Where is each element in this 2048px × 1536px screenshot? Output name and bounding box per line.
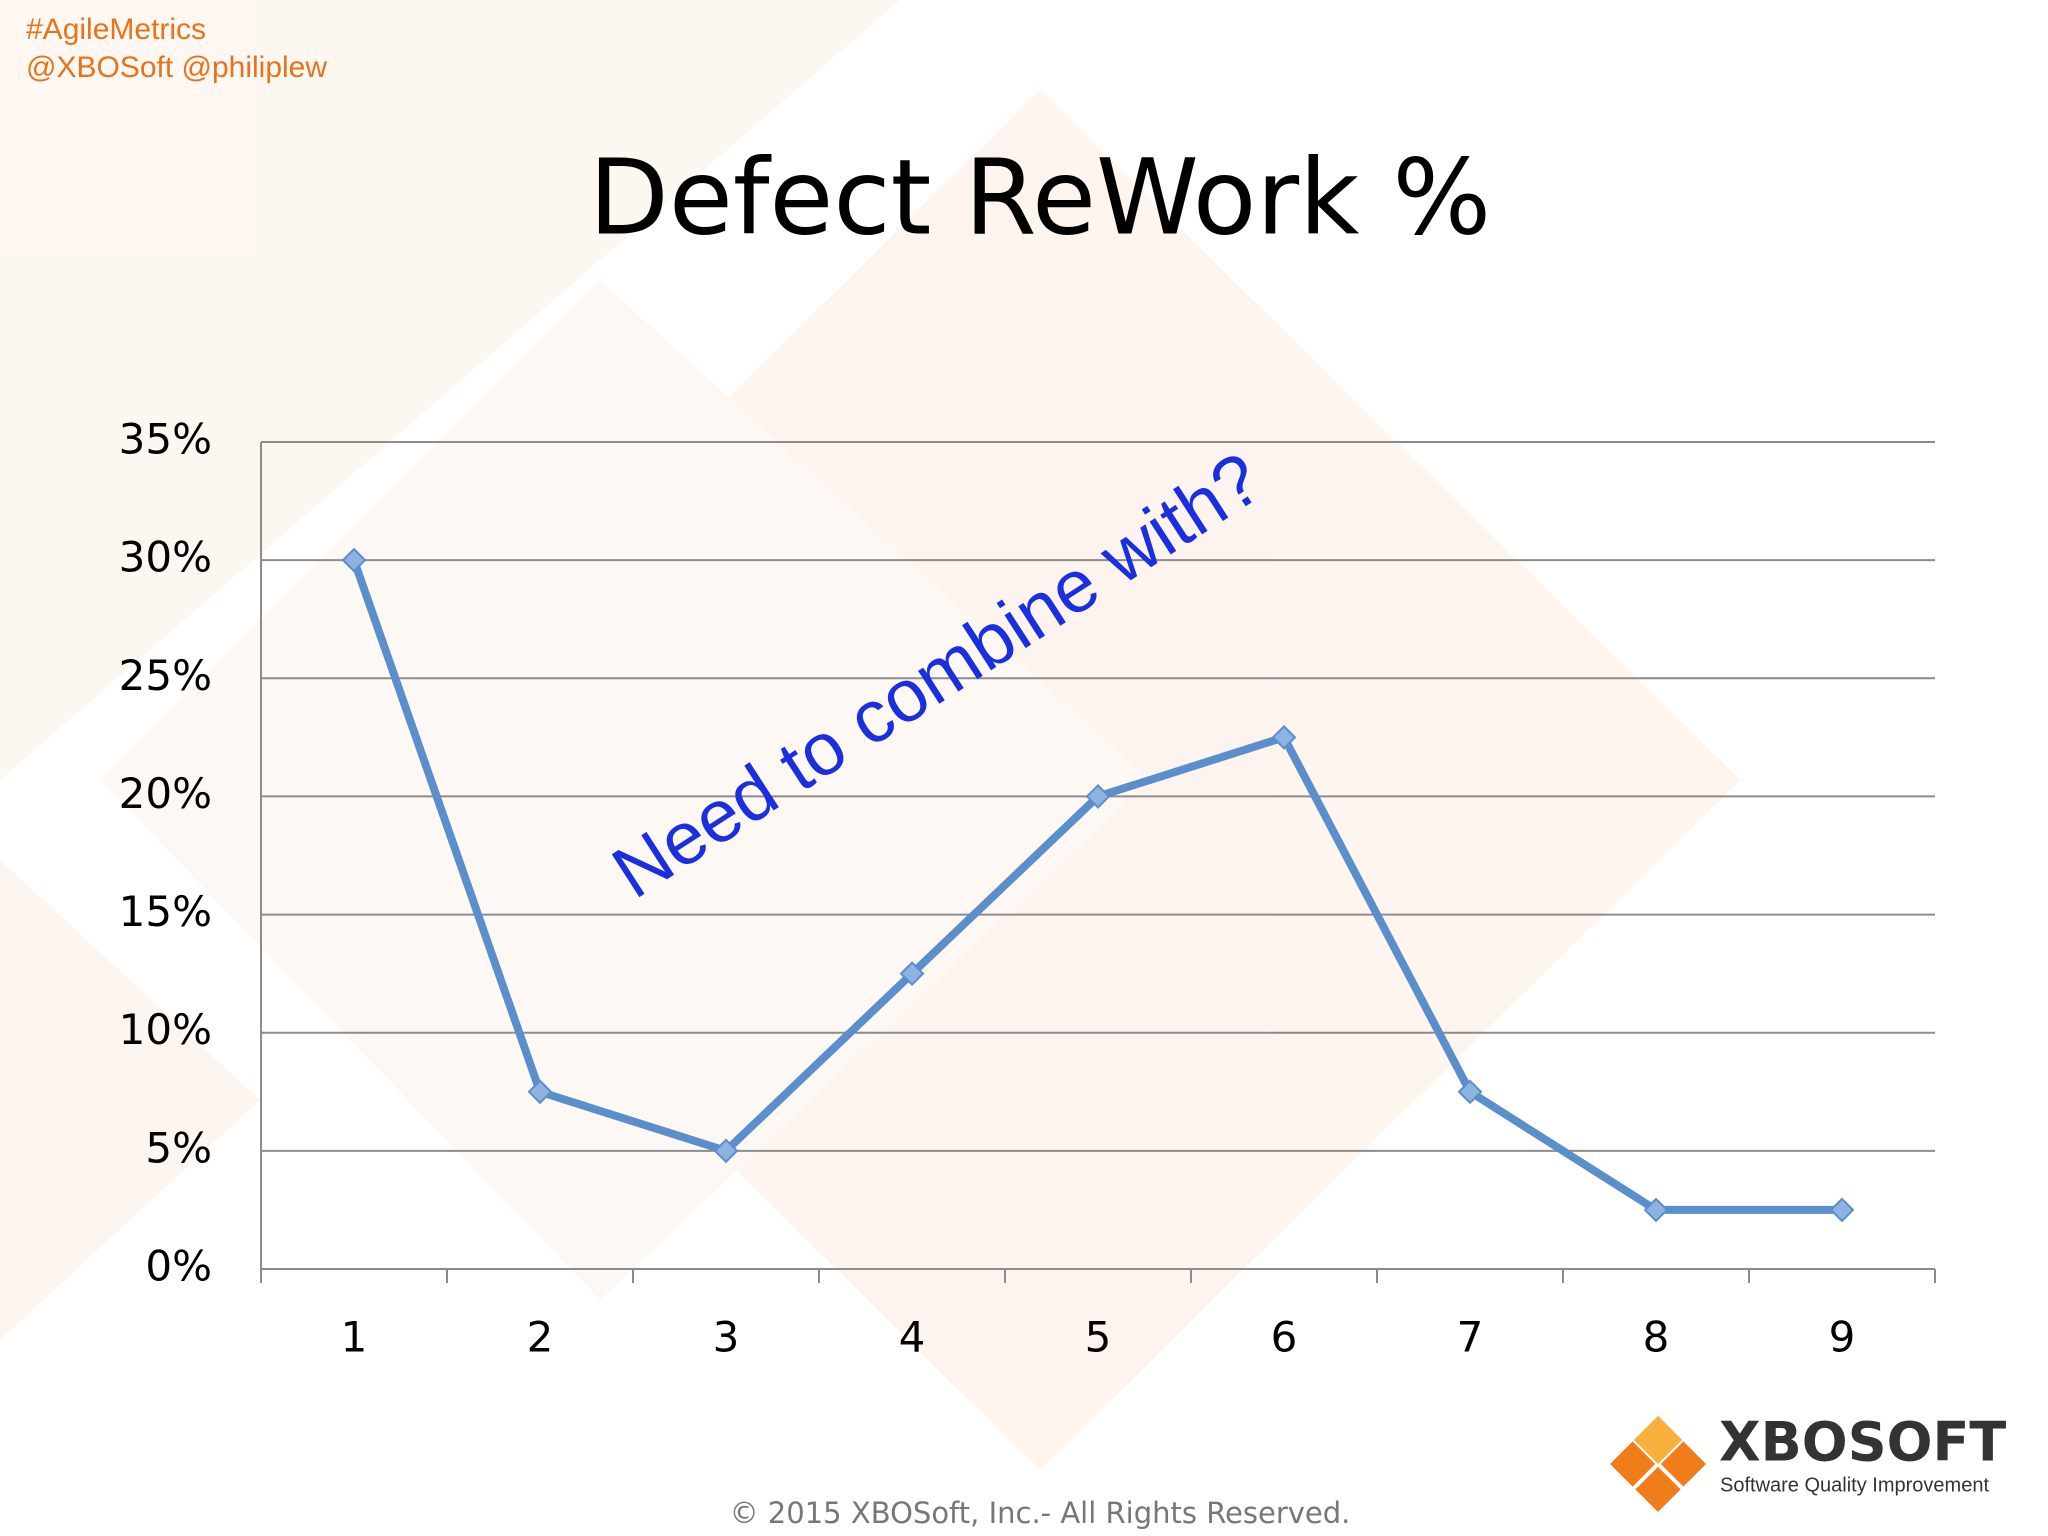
y-tick-label: 30% [119, 533, 212, 582]
logo [1610, 1416, 1706, 1512]
x-tick-label: 4 [899, 1313, 926, 1362]
x-tick-label: 6 [1271, 1313, 1298, 1362]
x-tick-label: 1 [341, 1313, 368, 1362]
marker [899, 961, 925, 987]
hashtag: #AgileMetrics [26, 13, 206, 46]
x-tick-label: 5 [1085, 1313, 1112, 1362]
x-tick-label: 8 [1643, 1313, 1670, 1362]
y-tick-label: 5% [145, 1123, 212, 1172]
footer: © 2015 XBOSoft, Inc.- All Rights Reserve… [730, 1496, 1351, 1530]
background [0, 0, 1740, 1470]
y-tick-label: 10% [119, 1005, 212, 1054]
handles: @XBOSoft @philiplew [26, 51, 327, 84]
x-tick-label: 3 [713, 1313, 740, 1362]
y-tick-label: 0% [145, 1242, 212, 1291]
marker [527, 1079, 553, 1105]
marker [1271, 724, 1297, 750]
marker [1085, 784, 1111, 809]
y-tick-label: 25% [119, 651, 212, 700]
logo-tagline: Software Quality Improvement [1720, 1474, 1989, 1496]
marker [1457, 1079, 1483, 1105]
logo-name: XBOSOFT [1719, 1411, 2006, 1474]
y-tick-label: 35% [119, 415, 212, 464]
y-tick-label: 20% [119, 769, 212, 818]
x-tick-label: 7 [1457, 1313, 1484, 1362]
x-tick-label: 2 [527, 1313, 554, 1362]
marker [341, 547, 367, 573]
x-tick-label: 9 [1829, 1313, 1856, 1362]
marker [1829, 1197, 1855, 1223]
plot: 0% 5% 10% 15% 20% 25% 30% 35% 1 2 3 4 5 6 7 8 9 [119, 415, 1936, 1362]
marker [713, 1138, 739, 1164]
chart-title: Defect ReWork % [589, 136, 1491, 258]
y-tick-label: 15% [119, 887, 212, 936]
marker [1643, 1197, 1669, 1223]
